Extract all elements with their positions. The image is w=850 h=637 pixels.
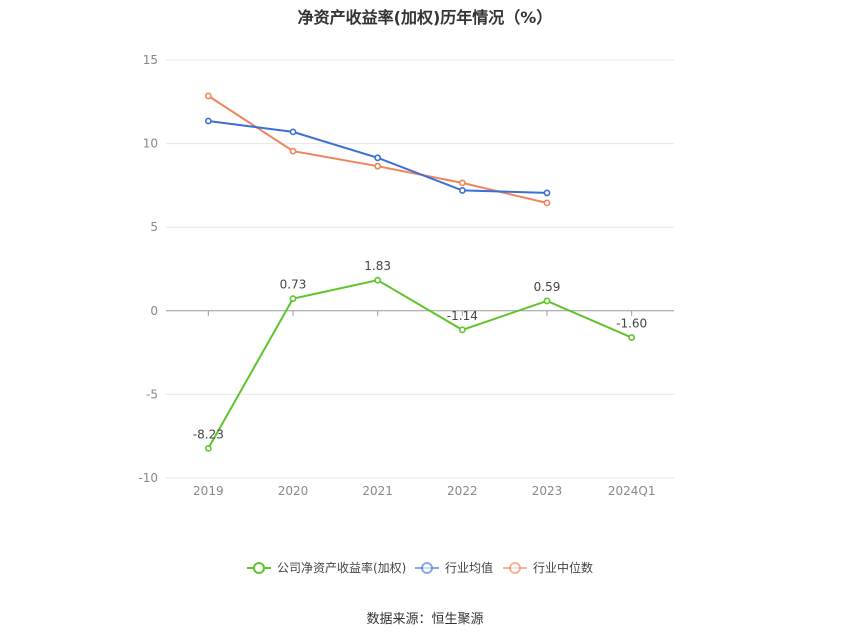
data-point [204,92,212,100]
x-tick-label: 2019 [193,484,224,498]
data-point [374,154,382,162]
x-tick-label: 2024Q1 [608,484,656,498]
data-labels: -8.23 0.73 1.83 -1.14 0.59 -1.60 [193,259,647,441]
data-label: -1.60 [616,317,647,331]
legend-label: 行业均值 [445,560,493,575]
data-point [374,162,382,170]
x-tick-label: 2023 [532,484,563,498]
series-lines [204,92,636,452]
data-point [543,189,551,197]
y-tick-label: 10 [143,137,158,151]
data-point [289,147,297,155]
data-point [204,445,212,452]
y-tick-label: -10 [138,471,158,485]
legend-marker [509,562,521,574]
data-point [458,179,466,187]
data-point [458,326,466,334]
legend[interactable]: 公司净资产收益率(加权) 行业均值 行业中位数 [247,560,593,575]
legend-item-1[interactable]: 行业均值 [415,560,493,575]
x-tick-label: 2022 [447,484,478,498]
data-point [289,128,297,136]
y-tick-label: 15 [143,53,158,67]
data-point [458,187,466,194]
data-label: 1.83 [364,259,391,273]
data-label: 0.73 [280,278,307,292]
x-tick-label: 2021 [362,484,393,498]
chart-title: 净资产收益率(加权)历年情况（%） [297,8,553,27]
grid-lines [166,59,674,479]
data-label: -8.23 [193,427,224,441]
data-point [543,297,551,305]
legend-label: 公司净资产收益率(加权) [277,560,406,575]
y-tick-label: 0 [150,304,158,318]
data-source: 数据来源：恒生聚源 [366,612,484,627]
data-point [204,117,212,125]
y-tick-label: 5 [150,220,158,234]
legend-label: 行业中位数 [533,560,593,575]
data-point [289,295,297,302]
legend-marker [253,562,265,574]
legend-item-2[interactable]: 行业中位数 [503,560,593,575]
legend-marker [421,562,433,574]
axes: 15 10 5 0 -5 -10 2019 2020 2021 2022 2023 2024Q1 [138,53,674,498]
data-label: 0.59 [534,280,561,294]
y-tick-label: -5 [146,387,158,401]
data-point [628,334,636,341]
x-tick-label: 2020 [278,484,309,498]
data-point [543,199,551,207]
series-line-2 [207,95,548,204]
data-point [374,276,382,284]
series-line-0 [207,279,633,449]
data-label: -1.14 [447,309,478,323]
legend-item-0[interactable]: 公司净资产收益率(加权) [247,560,406,575]
